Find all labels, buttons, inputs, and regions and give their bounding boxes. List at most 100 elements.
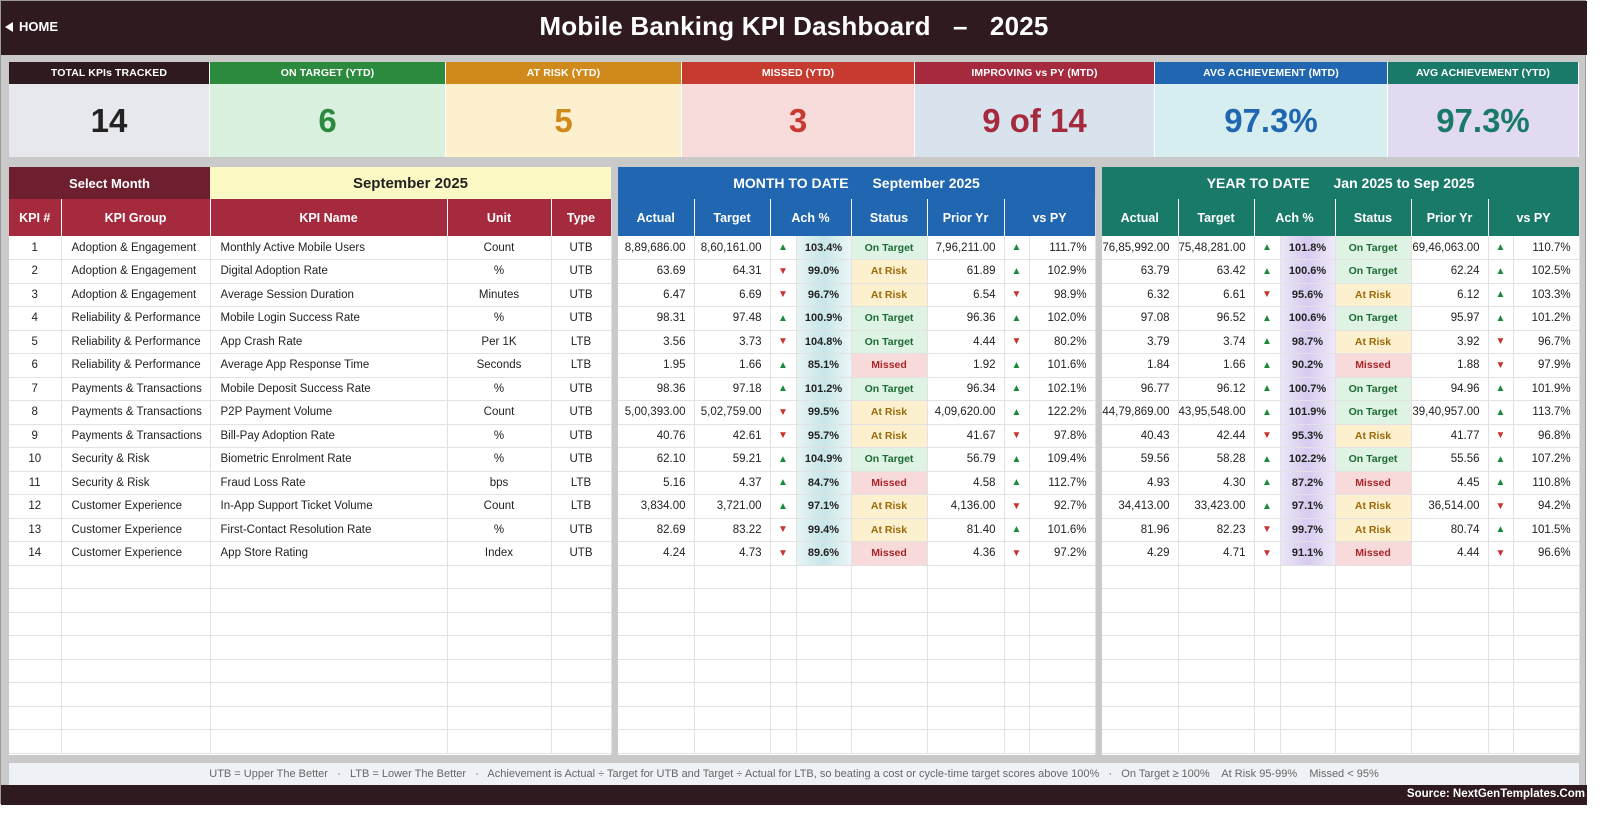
empty-row bbox=[618, 706, 1096, 730]
mtd-row: 3,834.00 3,721.00 ▲ 97.1% At Risk 4,136.00 ▼ 92… bbox=[618, 494, 1096, 519]
mtd-row: 62.10 59.21 ▲ 104.9% On Target 56.79 ▲ 109.4% bbox=[618, 447, 1096, 472]
ytd-prior-year: 80.74 bbox=[1411, 518, 1489, 542]
ytd-actual: 4.93 bbox=[1102, 471, 1179, 495]
kpi-type: LTB bbox=[551, 471, 612, 495]
triangle-down-icon: ▼ bbox=[1004, 494, 1030, 519]
kpi-group: Reliability & Performance bbox=[61, 330, 211, 354]
kpi-number: 12 bbox=[9, 494, 62, 519]
triangle-up-icon: ▲ bbox=[1004, 236, 1030, 260]
kpi-group: Payments & Transactions bbox=[61, 377, 211, 401]
kpi-number: 8 bbox=[9, 400, 62, 425]
empty-cell bbox=[210, 729, 448, 754]
kpi-row: 4 Reliability & Performance Mobile Login S… bbox=[9, 306, 612, 331]
mtd-vs-prior-year: 92.7% bbox=[1029, 494, 1096, 519]
empty-cell bbox=[1178, 729, 1255, 754]
kpi-group: Customer Experience bbox=[61, 518, 211, 542]
triangle-up-icon: ▲ bbox=[770, 377, 797, 401]
mtd-actual: 98.36 bbox=[618, 377, 695, 401]
empty-cell bbox=[1335, 612, 1412, 636]
month-selector[interactable]: September 2025 bbox=[210, 167, 611, 199]
empty-row bbox=[618, 659, 1096, 683]
kpi-unit: Count bbox=[447, 494, 552, 519]
triangle-up-icon: ▲ bbox=[1488, 283, 1514, 307]
triangle-up-icon: ▲ bbox=[770, 306, 797, 331]
mtd-status-badge: At Risk bbox=[851, 494, 928, 519]
ytd-vs-prior-year: 113.7% bbox=[1513, 400, 1580, 425]
kpi-card-value: 14 bbox=[9, 84, 209, 157]
empty-cell bbox=[1411, 729, 1489, 754]
empty-cell bbox=[770, 706, 797, 730]
ytd-target: 82.23 bbox=[1178, 518, 1255, 542]
triangle-down-icon: ▼ bbox=[1488, 353, 1514, 378]
ytd-target: 43,95,548.00 bbox=[1178, 400, 1255, 425]
kpi-type: UTB bbox=[551, 400, 612, 425]
empty-cell bbox=[1004, 588, 1030, 613]
empty-cell bbox=[1029, 682, 1096, 707]
kpi-name: Mobile Deposit Success Rate bbox=[210, 377, 448, 401]
home-button[interactable]: HOME bbox=[5, 19, 58, 34]
ytd-column-header: Actual Target Ach % Status Prior Yr vs PY bbox=[1102, 199, 1580, 236]
empty-row bbox=[618, 588, 1096, 613]
triangle-down-icon: ▼ bbox=[1254, 518, 1281, 542]
column-header: Target bbox=[694, 199, 771, 236]
empty-cell bbox=[694, 682, 771, 707]
ytd-prior-year: 36,514.00 bbox=[1411, 494, 1489, 519]
triangle-down-icon: ▼ bbox=[1254, 283, 1281, 307]
ytd-prior-year: 62.24 bbox=[1411, 259, 1489, 284]
triangle-up-icon: ▲ bbox=[1488, 306, 1514, 331]
empty-cell bbox=[1488, 729, 1514, 754]
kpi-name: Average Session Duration bbox=[210, 283, 448, 307]
empty-cell bbox=[1411, 682, 1489, 707]
empty-cell bbox=[1254, 729, 1281, 754]
empty-cell bbox=[796, 706, 852, 730]
ytd-prior-year: 3.92 bbox=[1411, 330, 1489, 354]
empty-cell bbox=[1513, 612, 1580, 636]
empty-cell bbox=[796, 659, 852, 683]
empty-cell bbox=[1335, 635, 1412, 660]
ytd-achievement: 99.7% bbox=[1280, 518, 1336, 542]
empty-row bbox=[618, 635, 1096, 660]
ytd-actual: 63.79 bbox=[1102, 259, 1179, 284]
kpi-row: 10 Security & Risk Biometric Enrolment Rat… bbox=[9, 447, 612, 472]
kpi-card-label: ON TARGET (YTD) bbox=[210, 62, 445, 84]
kpi-summary-cards: TOTAL KPIs TRACKED 14 ON TARGET (YTD) 6 AT R… bbox=[9, 62, 1579, 157]
empty-cell bbox=[927, 635, 1005, 660]
kpi-name: Biometric Enrolment Rate bbox=[210, 447, 448, 472]
mtd-status-badge: At Risk bbox=[851, 283, 928, 307]
empty-cell bbox=[1254, 612, 1281, 636]
mtd-row: 5.16 4.37 ▲ 84.7% Missed 4.58 ▲ 112.7% bbox=[618, 471, 1096, 495]
ytd-achievement: 101.9% bbox=[1280, 400, 1336, 425]
column-header: Prior Yr bbox=[927, 199, 1005, 236]
empty-cell bbox=[927, 729, 1005, 754]
kpi-card-label: AVG ACHIEVEMENT (YTD) bbox=[1388, 62, 1578, 84]
empty-cell bbox=[1335, 588, 1412, 613]
triangle-down-icon: ▼ bbox=[1004, 283, 1030, 307]
empty-cell bbox=[851, 612, 928, 636]
triangle-down-icon: ▼ bbox=[1488, 494, 1514, 519]
empty-cell bbox=[694, 635, 771, 660]
mtd-status-badge: On Target bbox=[851, 447, 928, 472]
kpi-unit: % bbox=[447, 306, 552, 331]
triangle-up-icon: ▲ bbox=[1004, 377, 1030, 401]
page-title: Mobile Banking KPI Dashboard – 2025 bbox=[539, 11, 1049, 41]
empty-cell bbox=[447, 588, 552, 613]
mtd-row: 98.31 97.48 ▲ 100.9% On Target 96.36 ▲ 102.0% bbox=[618, 306, 1096, 331]
triangle-up-icon: ▲ bbox=[1254, 377, 1281, 401]
empty-cell bbox=[1488, 588, 1514, 613]
ytd-row: 4.29 4.71 ▼ 91.1% Missed 4.44 ▼ 96.6% bbox=[1102, 541, 1580, 566]
empty-row bbox=[1102, 635, 1580, 660]
empty-cell bbox=[1513, 659, 1580, 683]
empty-row bbox=[1102, 706, 1580, 730]
kpi-type: UTB bbox=[551, 541, 612, 566]
ytd-vs-prior-year: 110.7% bbox=[1513, 236, 1580, 260]
empty-row bbox=[9, 612, 612, 636]
empty-cell bbox=[1513, 565, 1580, 589]
kpi-row: 7 Payments & Transactions Mobile Deposit S… bbox=[9, 377, 612, 401]
mtd-row: 5,00,393.00 5,02,759.00 ▼ 99.5% At Risk 4,09,… bbox=[618, 400, 1096, 425]
empty-cell bbox=[1513, 706, 1580, 730]
column-header: Actual bbox=[1102, 199, 1179, 236]
empty-cell bbox=[1513, 682, 1580, 707]
triangle-up-icon: ▲ bbox=[770, 447, 797, 472]
empty-cell bbox=[851, 682, 928, 707]
kpi-name: Average App Response Time bbox=[210, 353, 448, 378]
